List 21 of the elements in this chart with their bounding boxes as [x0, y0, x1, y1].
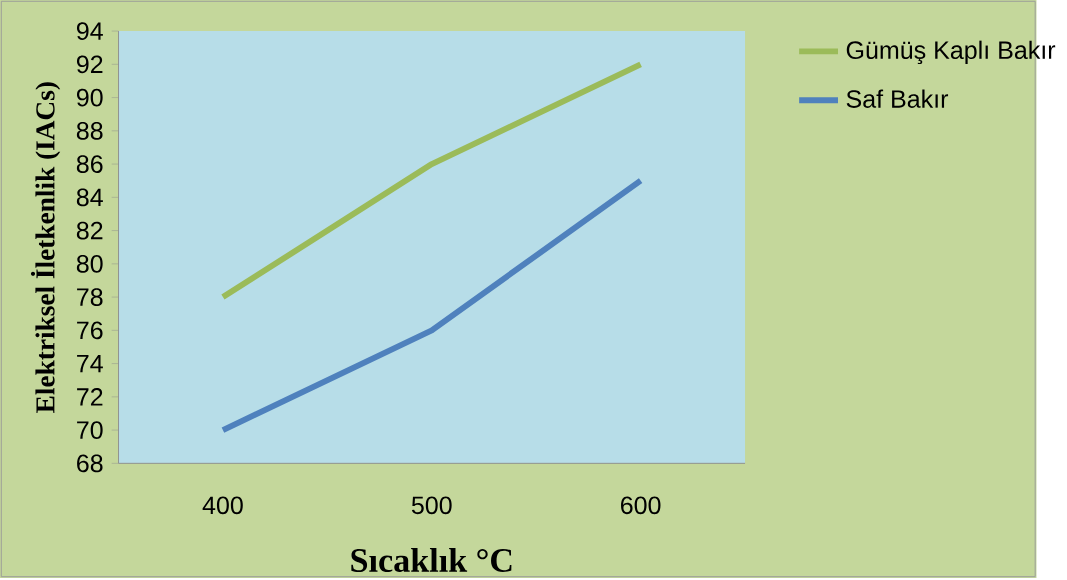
- y-tick-label: 84: [76, 188, 103, 207]
- x-axis-title: Sıcaklık °C: [351, 548, 512, 573]
- x-tick-label: 500: [411, 496, 452, 515]
- y-tick-label: 78: [77, 288, 103, 307]
- y-tick-label: 68: [77, 454, 103, 473]
- y-tick-label: 72: [77, 388, 103, 406]
- x-tick-label: 600: [621, 496, 661, 515]
- y-tick-label: 90: [76, 88, 103, 107]
- y-tick-label: 76: [77, 321, 103, 340]
- y-tick-label: 86: [76, 155, 103, 174]
- y-tick-label: 82: [76, 221, 103, 240]
- legend-label: Gümüş Kaplı Bakır: [846, 40, 1056, 65]
- y-tick-label: 70: [77, 421, 103, 440]
- y-tick-label: 92: [76, 55, 103, 74]
- y-axis-title: Elektriksel İletkenlik (IACs): [30, 82, 61, 414]
- y-tick-label: 88: [76, 122, 103, 140]
- y-tick-label: 94: [76, 22, 103, 41]
- legend-label: Saf Bakır: [846, 89, 949, 109]
- x-tick-label: 400: [202, 496, 243, 515]
- y-tick-label: 74: [77, 355, 103, 373]
- y-tick-label: 80: [76, 255, 103, 273]
